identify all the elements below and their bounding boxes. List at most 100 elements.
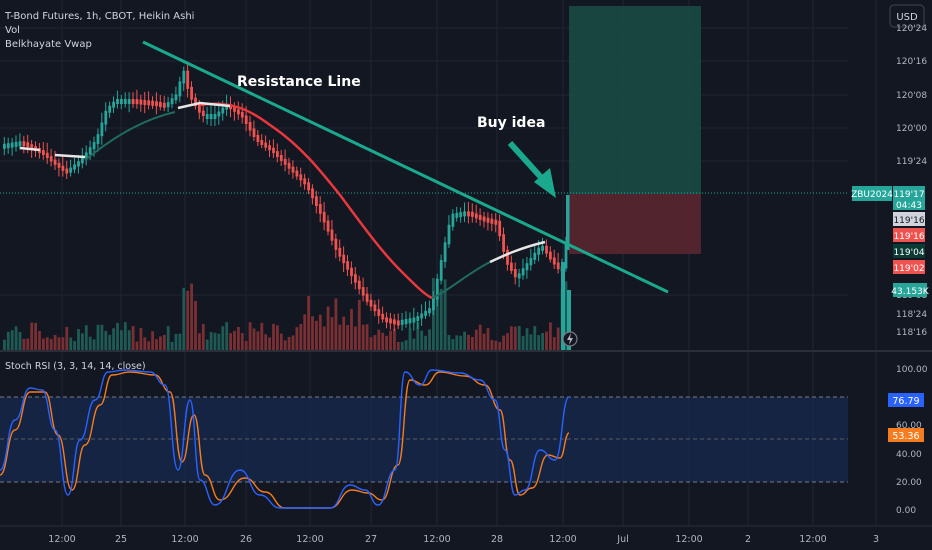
candle-body <box>45 152 49 159</box>
lightning-icon[interactable] <box>562 331 578 347</box>
candle-body <box>494 219 498 225</box>
volume-bar <box>6 331 10 350</box>
volume-bar <box>147 341 151 350</box>
candle-body <box>268 145 271 151</box>
volume-bar <box>18 332 22 350</box>
candle-body <box>318 204 322 214</box>
resistance-line-label: Resistance Line <box>237 74 361 90</box>
volume-bar <box>385 335 388 350</box>
volume-bar <box>467 334 470 350</box>
volume-bar <box>537 335 541 350</box>
currency-button[interactable]: USD <box>889 4 925 28</box>
candle-body <box>104 110 108 125</box>
candle-body <box>373 304 377 312</box>
vwap-line-white <box>19 101 546 264</box>
candle-body <box>139 99 143 105</box>
k-value-badge <box>888 393 924 407</box>
stoch-rsi-k-line <box>0 369 570 509</box>
volume-bar <box>69 337 73 350</box>
volume-bar <box>346 325 349 350</box>
candle-body <box>186 70 190 89</box>
volume-bar <box>127 330 131 350</box>
k-value-text: 76.79 <box>892 396 919 407</box>
candle-body <box>299 174 303 181</box>
price-tick-label: 118'16 <box>896 328 927 338</box>
volume-bar <box>389 330 392 350</box>
candle-body <box>96 134 100 145</box>
price-tick-label: 120'00 <box>896 124 927 134</box>
candle-body <box>237 109 240 115</box>
volume-bar <box>338 324 342 350</box>
candle-body <box>61 165 65 171</box>
volume-bar <box>268 337 271 350</box>
candle-body <box>455 212 459 218</box>
candle-body <box>279 155 283 161</box>
candle-body <box>474 213 478 219</box>
candle-body <box>108 105 112 113</box>
price-badges: ZBU2024 119'17 04:43 119'16 119'16 119'0… <box>851 186 930 297</box>
volume-bar <box>490 339 494 350</box>
candle-body <box>3 143 6 149</box>
rsi-tick-label: 20.00 <box>896 478 922 488</box>
candle-body <box>346 261 349 270</box>
volume-bar <box>244 340 248 350</box>
candle-body <box>260 140 264 145</box>
volume-bar <box>447 334 451 350</box>
volume-bar <box>396 341 400 350</box>
stoch-rsi-label[interactable]: Stoch RSI (3, 3, 14, 14, close) <box>5 361 146 372</box>
volume-bar <box>84 325 88 350</box>
volume-bar <box>213 332 217 350</box>
buy-arrow[interactable] <box>507 140 556 198</box>
volume-bar <box>186 290 190 350</box>
volume-bar <box>65 326 69 350</box>
price-badge-2 <box>893 212 925 226</box>
volume-bar <box>225 322 229 350</box>
volume-bar <box>88 336 92 350</box>
volume-bar <box>45 337 49 350</box>
price-badge-5 <box>893 260 925 274</box>
long-position-tool[interactable] <box>569 6 701 254</box>
vwap-indicator-label[interactable]: Belkhayate Vwap <box>5 39 92 50</box>
time-tick-label: Jul <box>616 534 628 545</box>
volume-bar <box>381 332 385 350</box>
volume-bar <box>96 324 100 350</box>
candle-body <box>498 220 502 237</box>
volume-bar <box>178 333 182 350</box>
candle-body <box>560 266 564 272</box>
resistance-trend-line[interactable] <box>142 40 669 294</box>
chart-title: T-Bond Futures, 1h, CBOT, Heikin Ashi <box>4 11 194 22</box>
volume-bar <box>194 300 197 350</box>
volume-bar <box>22 338 26 350</box>
profit-zone[interactable] <box>569 6 701 194</box>
volume-bar <box>361 324 365 350</box>
volume-bar <box>73 341 76 350</box>
volume-bar <box>3 339 6 350</box>
volume-bar <box>221 326 225 350</box>
volume-bar <box>459 335 463 350</box>
candle-body <box>159 102 162 108</box>
volume-bar <box>471 336 474 350</box>
candle-body <box>311 188 314 199</box>
candle-body <box>443 242 447 262</box>
candle-body <box>69 167 73 173</box>
candle-body <box>127 99 131 104</box>
candle-body <box>322 211 326 223</box>
candle-body <box>14 141 18 147</box>
vol-indicator-label[interactable]: Vol <box>5 25 20 36</box>
volume-bar <box>53 334 57 350</box>
candle-body <box>291 166 295 173</box>
candle-body <box>451 213 455 227</box>
stop-loss-zone[interactable] <box>569 194 701 254</box>
candle-body <box>549 251 552 260</box>
heikin-ashi-candles <box>3 64 570 331</box>
price-tick-label: 119'24 <box>896 157 927 167</box>
candle-body <box>147 100 151 106</box>
volume-bar <box>151 331 154 350</box>
candle-body <box>155 101 158 107</box>
time-axis[interactable]: 12:00 25 12:00 26 12:00 27 12:00 28 12:00 Jul 12:0… <box>48 534 879 545</box>
volume-bar <box>315 320 318 350</box>
countdown-text: 04:43 <box>896 201 922 211</box>
candle-body <box>338 247 342 257</box>
volume-bar <box>342 316 346 350</box>
